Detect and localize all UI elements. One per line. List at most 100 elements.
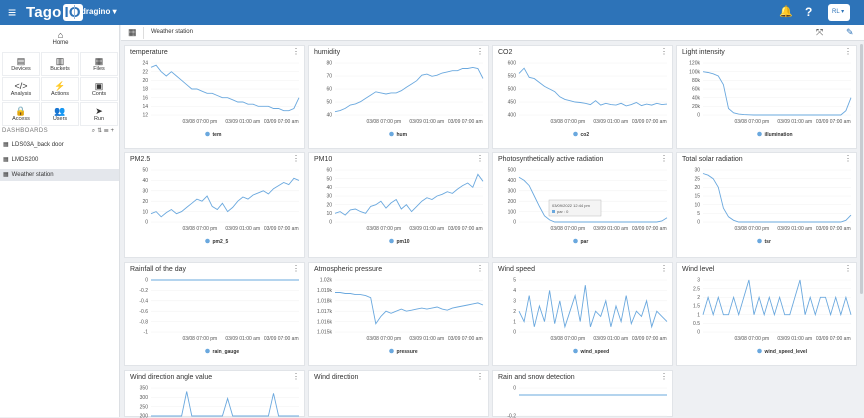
tooltip-swatch <box>552 210 555 213</box>
x-tick-label: 03/09 01:00 am <box>409 336 444 342</box>
sidebar-tile-access[interactable]: 🔒 Access <box>2 102 40 126</box>
y-tick-label: 20 <box>326 202 332 208</box>
sidebar-home[interactable]: ⌂ Home <box>2 27 119 51</box>
x-tick-label: 03/09 07:00 am <box>632 226 667 232</box>
widget-card: PM10 ⋮ 60 50 40 30 20 10 0 03/08 07:00 pm 03/09 01… <box>308 152 489 258</box>
dashboard-item[interactable]: ▦ LDS03A_back door <box>0 139 119 151</box>
legend-marker <box>205 238 210 244</box>
x-tick-label: 03/08 07:00 pm <box>366 119 401 125</box>
legend-label: wind_speed_level <box>764 349 808 355</box>
widget-card: Wind speed ⋮ 5 4 3 2 1 0 03/08 07:00 pm 03/09 01:… <box>492 262 673 366</box>
series-line <box>702 173 852 223</box>
widget-menu-icon[interactable]: ⋮ <box>660 372 668 381</box>
widget-chart: 50 40 30 20 10 0 03/08 07:00 pm 03/09 01:00 am 0… <box>142 168 300 245</box>
sidebar-tile-conts[interactable]: ▣ Conts <box>80 77 118 101</box>
widget-menu-icon[interactable]: ⋮ <box>844 47 852 56</box>
y-tick-label: 16 <box>142 95 148 101</box>
widget-chart: 350 300 250 200 <box>140 386 299 418</box>
widget-title: Wind speed <box>498 266 535 273</box>
widget-menu-icon[interactable]: ⋮ <box>660 47 668 56</box>
y-tick-label: 200 <box>508 199 517 205</box>
widget-menu-icon[interactable]: ⋮ <box>476 264 484 273</box>
widget-chart: 80 70 60 50 40 03/08 07:00 pm 03/09 01:00 am 03… <box>326 61 484 138</box>
sidebar-tile-buckets[interactable]: ▥ Buckets <box>41 52 79 76</box>
widget-menu-icon[interactable]: ⋮ <box>292 47 300 56</box>
x-tick-label: 03/08 07:00 pm <box>550 336 585 342</box>
dashboard-item[interactable]: ▦ Weather station <box>0 169 119 181</box>
widget-chart: 0 -0.2 -0.4 -0.6 -0.8 -1 03/08 07:00 pm 03/09 0… <box>139 278 299 355</box>
y-tick-label: 18 <box>142 87 148 93</box>
add-icon[interactable]: + <box>110 128 116 134</box>
y-tick-label: -0.4 <box>139 299 148 305</box>
y-tick-label: 60k <box>692 87 701 93</box>
account-switcher[interactable]: dragino ▾ <box>81 7 117 16</box>
widget-title: humidity <box>314 49 341 56</box>
widget-menu-icon[interactable]: ⋮ <box>660 264 668 273</box>
x-tick-label: 03/09 01:00 am <box>593 226 628 232</box>
legend-marker <box>205 348 210 354</box>
widget-menu-icon[interactable]: ⋮ <box>844 154 852 163</box>
dashboard-item[interactable]: ▦ LMDS200 <box>0 154 119 166</box>
widget-menu-icon[interactable]: ⋮ <box>476 154 484 163</box>
x-tick-label: 03/08 07:00 pm <box>182 336 217 342</box>
avatar-initials: RL <box>832 9 840 15</box>
edit-icon[interactable]: ✎ <box>846 27 854 37</box>
home-label: Home <box>52 40 69 46</box>
fullscreen-icon[interactable]: ⤧ <box>816 27 824 37</box>
widget-menu-icon[interactable]: ⋮ <box>476 372 484 381</box>
sidebar-tile-files[interactable]: ▦ Files <box>80 52 118 76</box>
bell-icon[interactable]: 🔔 <box>779 6 793 18</box>
x-tick-label: 03/09 01:00 am <box>225 226 260 232</box>
y-tick-label: 20 <box>694 185 700 191</box>
account-name: dragino <box>81 7 111 16</box>
sidebar-tile-run[interactable]: ➤ Run <box>80 102 118 126</box>
sidebar-tile-actions[interactable]: ⚡ Actions <box>41 77 79 101</box>
widget-menu-icon[interactable]: ⋮ <box>292 264 300 273</box>
dashboards-header: DASHBOARDS ⌕⇅☰+ <box>2 128 118 134</box>
sidebar-tile-devices[interactable]: ▤ Devices <box>2 52 40 76</box>
tago-logo[interactable]: Tago IO <box>26 4 83 21</box>
legend-marker <box>757 238 762 244</box>
sidebar-tile-label: Analysis <box>10 91 32 97</box>
dashboard-grid-icon[interactable]: ▦ <box>128 27 137 37</box>
search-icon[interactable]: ⌕ <box>91 128 98 134</box>
y-tick-label: 20k <box>692 104 701 110</box>
sidebar-tile-users[interactable]: 👥 Users <box>41 102 79 126</box>
widget-chart: 5 4 3 2 1 0 03/08 07:00 pm 03/09 01:00 am 03/09 … <box>513 278 668 355</box>
y-tick-label: 0 <box>513 330 516 336</box>
y-tick-label: 40k <box>692 95 701 101</box>
series-line <box>518 67 668 107</box>
x-tick-label: 03/09 07:00 am <box>448 226 483 232</box>
widget-chart: 1.02k 1.019k 1.018k 1.017k 1.016k 1.015k 03/08… <box>317 278 484 355</box>
avatar[interactable]: RL ▾ <box>828 4 850 21</box>
sidebar-tile-analysis[interactable]: </> Analysis <box>2 77 40 101</box>
analysis-icon: </> <box>14 81 28 91</box>
x-tick-label: 03/09 01:00 am <box>777 336 812 342</box>
logo-box: IO <box>62 4 83 21</box>
y-tick-label: 2 <box>513 309 516 315</box>
y-tick-label: -0.8 <box>139 319 148 325</box>
widget-menu-icon[interactable]: ⋮ <box>844 264 852 273</box>
widget-menu-icon[interactable]: ⋮ <box>292 154 300 163</box>
widget-menu-icon[interactable]: ⋮ <box>292 372 300 381</box>
y-tick-label: 3 <box>513 299 516 305</box>
widget-title: Light intensity <box>682 49 725 56</box>
widget-title: Total solar radiation <box>682 156 743 163</box>
y-tick-label: -0.2 <box>507 414 516 418</box>
widget-menu-icon[interactable]: ⋮ <box>660 154 668 163</box>
y-tick-label: 40 <box>142 178 148 184</box>
legend-label: pm10 <box>397 239 410 245</box>
widget-menu-icon[interactable]: ⋮ <box>476 47 484 56</box>
help-icon[interactable]: ? <box>805 5 813 19</box>
y-tick-label: 20 <box>142 199 148 205</box>
list-icon[interactable]: ☰ <box>103 128 111 134</box>
conts-icon: ▣ <box>94 81 104 91</box>
hamburger-menu-icon[interactable]: ≡ <box>8 4 17 20</box>
sort-icon[interactable]: ⇅ <box>97 128 104 134</box>
y-tick-label: 25 <box>694 176 700 182</box>
widget-title: CO2 <box>498 49 513 56</box>
scrollbar[interactable] <box>860 44 863 294</box>
y-tick-label: 50 <box>326 100 332 106</box>
widget-card: Wind direction ⋮ <box>308 370 489 417</box>
y-tick-label: -1 <box>144 330 149 336</box>
